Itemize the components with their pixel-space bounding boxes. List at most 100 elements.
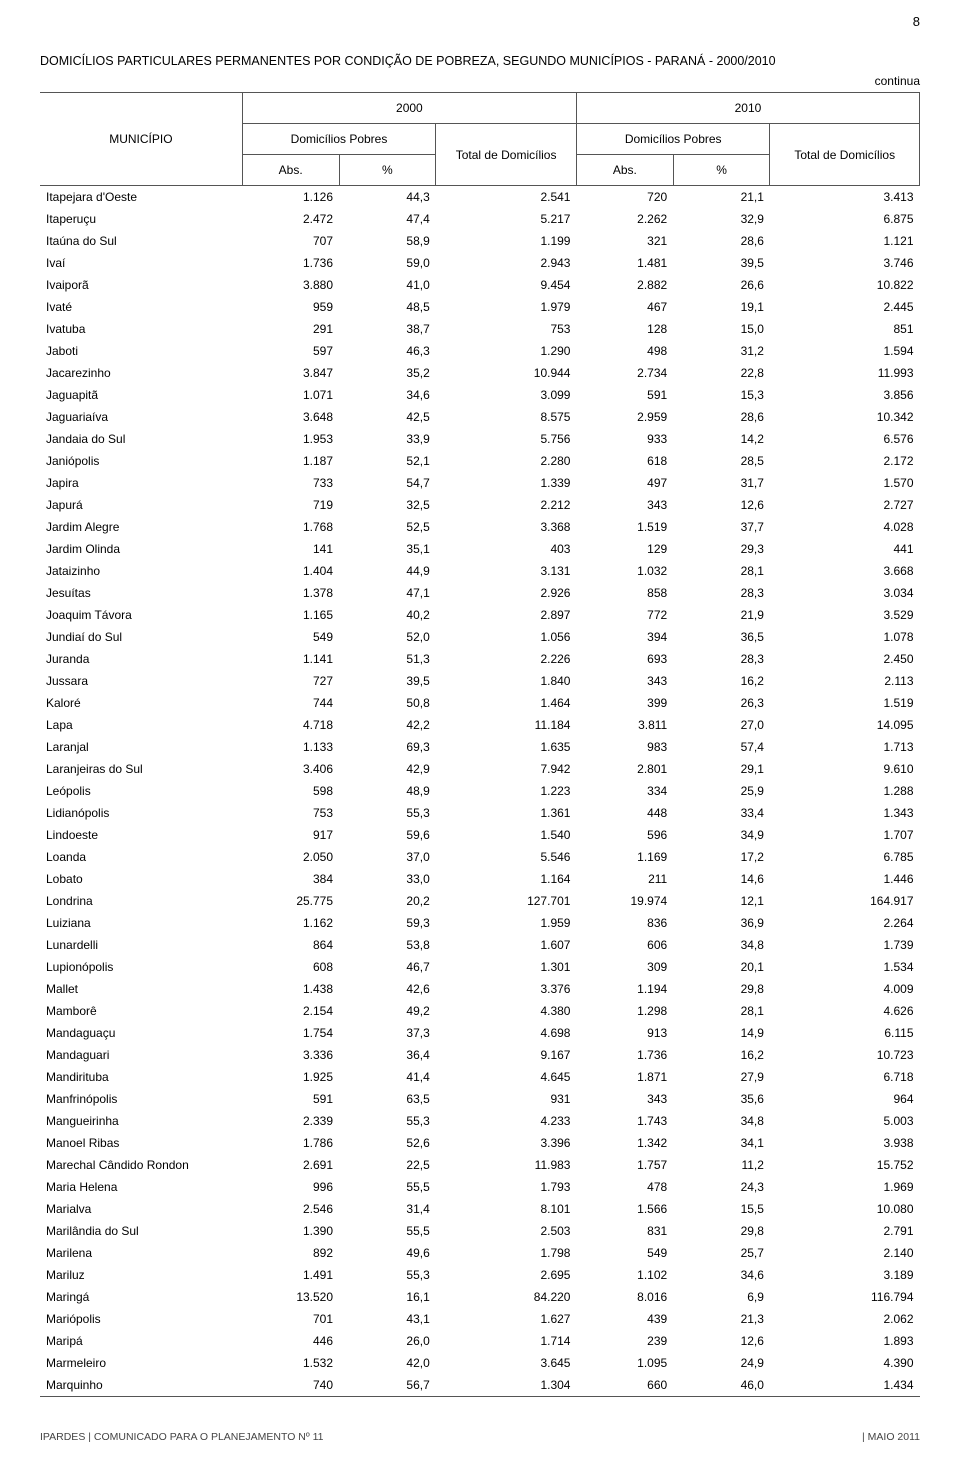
- cell-value: 46,3: [339, 340, 436, 362]
- cell-value: 858: [576, 582, 673, 604]
- col-pct-2000: %: [339, 155, 436, 186]
- cell-value: 959: [242, 296, 339, 318]
- cell-value: 46,7: [339, 956, 436, 978]
- cell-value: 1.164: [436, 868, 577, 890]
- cell-value: 996: [242, 1176, 339, 1198]
- cell-value: 2.172: [770, 450, 920, 472]
- cell-name: Lobato: [40, 868, 242, 890]
- cell-value: 892: [242, 1242, 339, 1264]
- cell-value: 1.390: [242, 1220, 339, 1242]
- cell-value: 3.189: [770, 1264, 920, 1286]
- cell-value: 983: [576, 736, 673, 758]
- cell-value: 441: [770, 538, 920, 560]
- cell-value: 1.187: [242, 450, 339, 472]
- cell-value: 1.786: [242, 1132, 339, 1154]
- cell-value: 36,5: [673, 626, 770, 648]
- table-row: Juranda1.14151,32.22669328,32.450: [40, 648, 920, 670]
- cell-value: 719: [242, 494, 339, 516]
- table-row: Mamborê2.15449,24.3801.29828,14.626: [40, 1000, 920, 1022]
- cell-value: 772: [576, 604, 673, 626]
- col-2010: 2010: [576, 93, 919, 124]
- cell-value: 29,1: [673, 758, 770, 780]
- cell-value: 343: [576, 1088, 673, 1110]
- cell-value: 37,3: [339, 1022, 436, 1044]
- table-row: Ivatuba29138,775312815,0851: [40, 318, 920, 340]
- cell-value: 44,3: [339, 186, 436, 209]
- cell-value: 3.648: [242, 406, 339, 428]
- cell-value: 1.304: [436, 1374, 577, 1397]
- cell-value: 52,6: [339, 1132, 436, 1154]
- cell-value: 55,3: [339, 1110, 436, 1132]
- cell-value: 6.785: [770, 846, 920, 868]
- cell-value: 57,4: [673, 736, 770, 758]
- cell-value: 4.028: [770, 516, 920, 538]
- cell-value: 2.897: [436, 604, 577, 626]
- cell-name: Mariópolis: [40, 1308, 242, 1330]
- cell-value: 1.290: [436, 340, 577, 362]
- table-row: Mandaguaçu1.75437,34.69891314,96.115: [40, 1022, 920, 1044]
- cell-value: 2.062: [770, 1308, 920, 1330]
- table-row: Mandirituba1.92541,44.6451.87127,96.718: [40, 1066, 920, 1088]
- col-municipio: MUNICÍPIO: [40, 93, 242, 186]
- cell-value: 6,9: [673, 1286, 770, 1308]
- cell-name: Ivaiporã: [40, 274, 242, 296]
- cell-value: 4.233: [436, 1110, 577, 1132]
- cell-value: 2.050: [242, 846, 339, 868]
- cell-value: 129: [576, 538, 673, 560]
- cell-value: 1.078: [770, 626, 920, 648]
- cell-value: 34,6: [339, 384, 436, 406]
- cell-name: Lindoeste: [40, 824, 242, 846]
- cell-value: 1.540: [436, 824, 577, 846]
- cell-value: 744: [242, 692, 339, 714]
- cell-value: 2.691: [242, 1154, 339, 1176]
- cell-value: 2.882: [576, 274, 673, 296]
- cell-value: 1.893: [770, 1330, 920, 1352]
- cell-name: Manoel Ribas: [40, 1132, 242, 1154]
- cell-name: Mandaguari: [40, 1044, 242, 1066]
- cell-value: 14,9: [673, 1022, 770, 1044]
- cell-value: 3.413: [770, 186, 920, 209]
- cell-value: 4.645: [436, 1066, 577, 1088]
- table-title: DOMICÍLIOS PARTICULARES PERMANENTES POR …: [40, 54, 920, 68]
- cell-value: 1.141: [242, 648, 339, 670]
- cell-value: 36,9: [673, 912, 770, 934]
- cell-value: 1.165: [242, 604, 339, 626]
- cell-value: 116.794: [770, 1286, 920, 1308]
- cell-value: 34,8: [673, 934, 770, 956]
- cell-value: 1.404: [242, 560, 339, 582]
- table-row: Jardim Olinda14135,140312929,3441: [40, 538, 920, 560]
- cell-name: Jacarezinho: [40, 362, 242, 384]
- cell-name: Mariluz: [40, 1264, 242, 1286]
- cell-value: 31,4: [339, 1198, 436, 1220]
- cell-value: 3.396: [436, 1132, 577, 1154]
- cell-name: Marechal Cândido Rondon: [40, 1154, 242, 1176]
- cell-value: 4.718: [242, 714, 339, 736]
- cell-value: 1.793: [436, 1176, 577, 1198]
- cell-value: 384: [242, 868, 339, 890]
- cell-value: 1.438: [242, 978, 339, 1000]
- cell-name: Juranda: [40, 648, 242, 670]
- cell-value: 42,6: [339, 978, 436, 1000]
- cell-value: 2.926: [436, 582, 577, 604]
- table-row: Maria Helena99655,51.79347824,31.969: [40, 1176, 920, 1198]
- cell-value: 334: [576, 780, 673, 802]
- cell-value: 5.217: [436, 208, 577, 230]
- document-page: 8 DOMICÍLIOS PARTICULARES PERMANENTES PO…: [0, 0, 960, 1417]
- cell-value: 1.871: [576, 1066, 673, 1088]
- cell-value: 12,1: [673, 890, 770, 912]
- cell-value: 1.056: [436, 626, 577, 648]
- cell-value: 1.361: [436, 802, 577, 824]
- cell-value: 22,8: [673, 362, 770, 384]
- cell-value: 1.594: [770, 340, 920, 362]
- cell-value: 44,9: [339, 560, 436, 582]
- cell-value: 1.339: [436, 472, 577, 494]
- cell-value: 28,1: [673, 560, 770, 582]
- cell-value: 19.974: [576, 890, 673, 912]
- table-row: Marmeleiro1.53242,03.6451.09524,94.390: [40, 1352, 920, 1374]
- page-number: 8: [913, 14, 920, 29]
- cell-value: 3.376: [436, 978, 577, 1000]
- cell-value: 1.959: [436, 912, 577, 934]
- cell-value: 1.743: [576, 1110, 673, 1132]
- cell-value: 1.121: [770, 230, 920, 252]
- cell-name: Japira: [40, 472, 242, 494]
